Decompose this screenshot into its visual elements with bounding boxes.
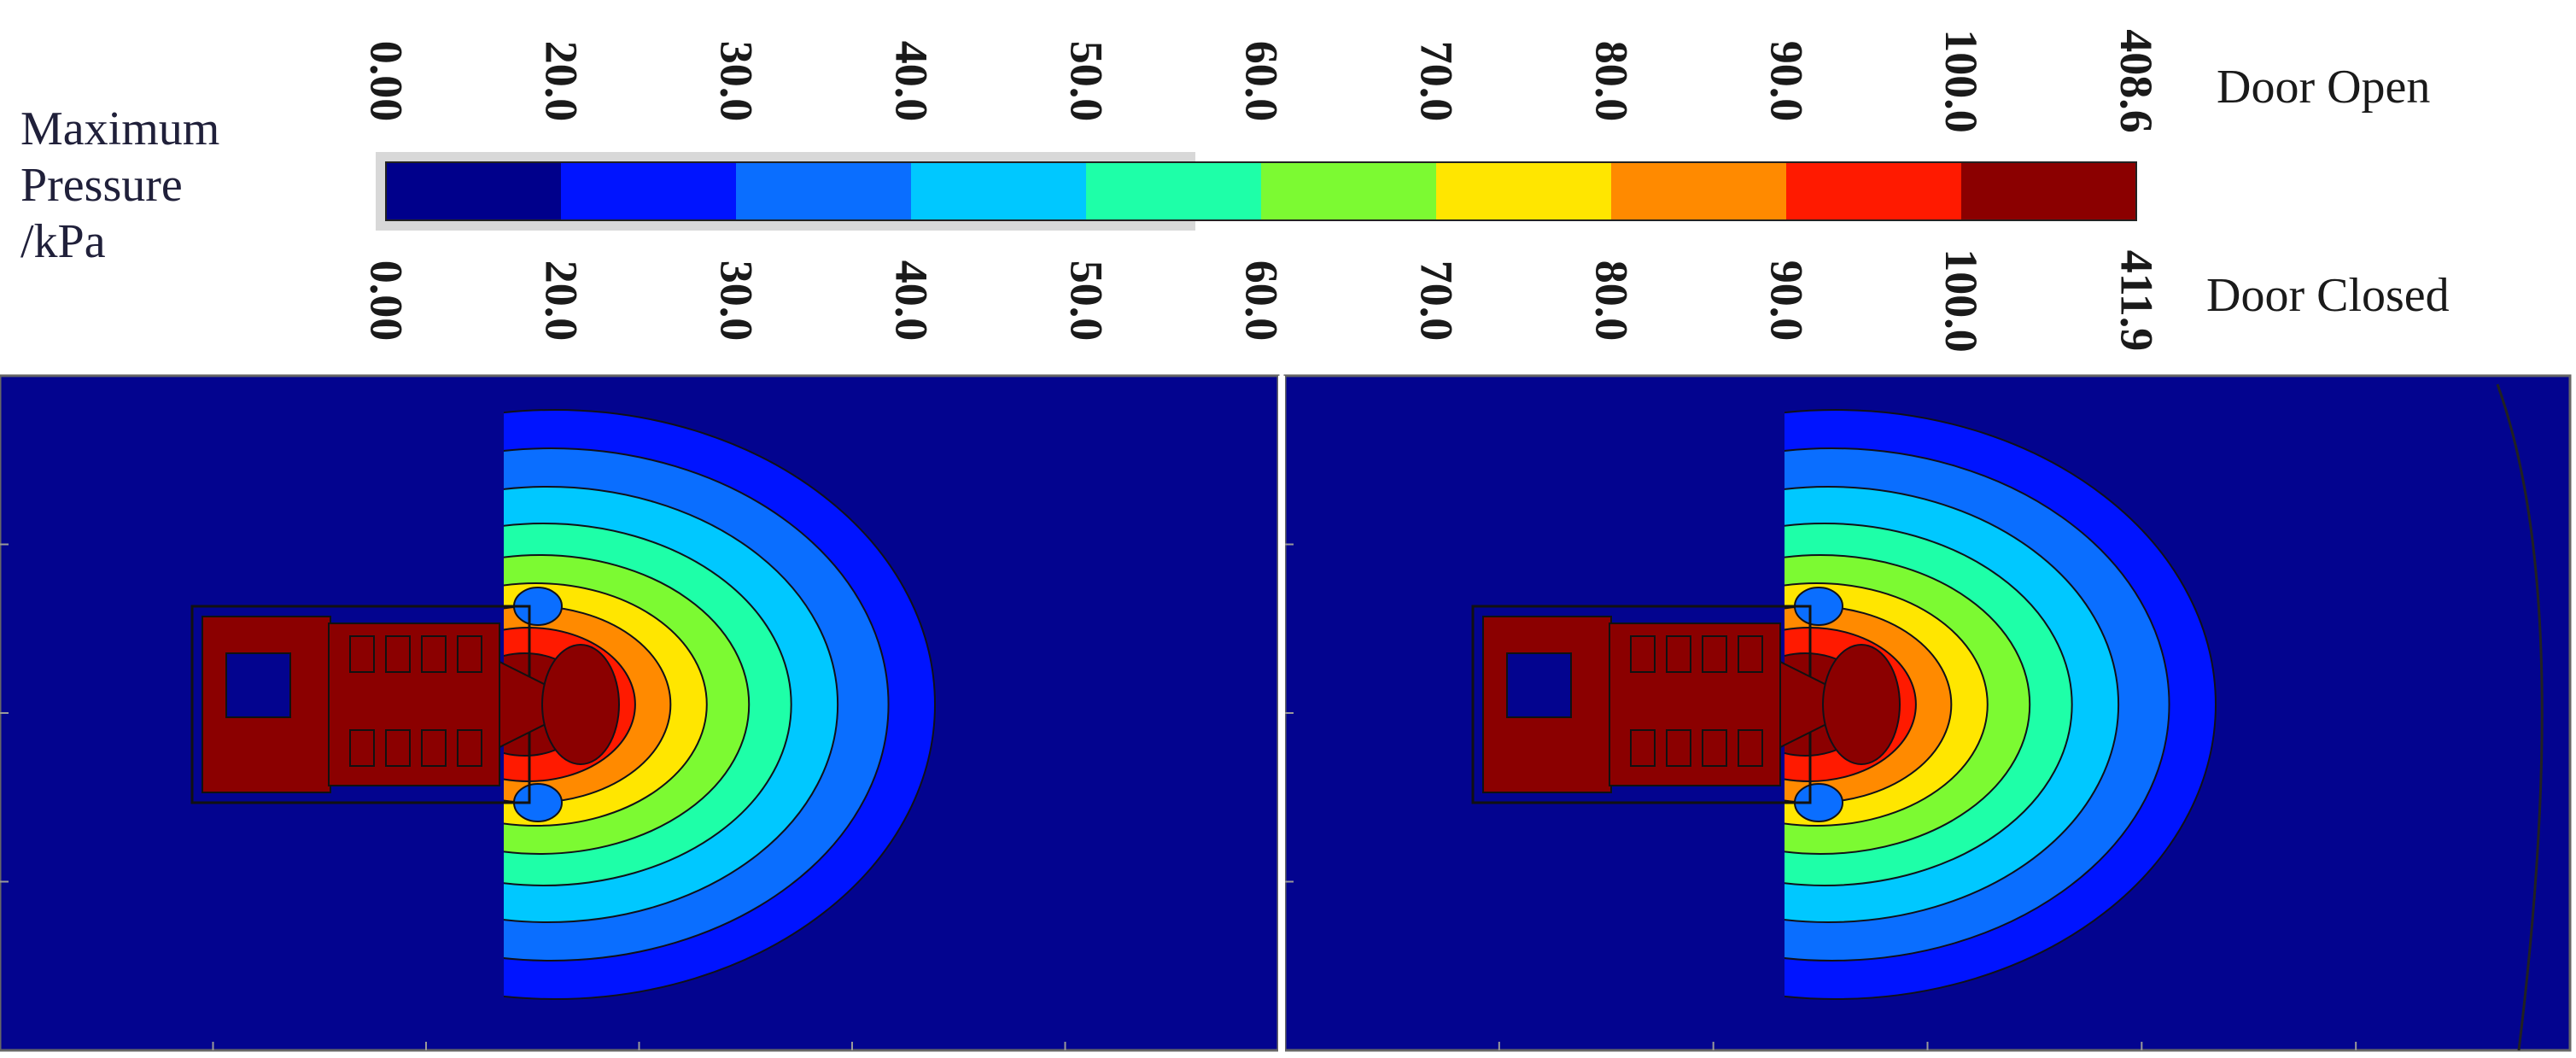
tick-label: 411.9 <box>2110 249 2162 352</box>
door-open-label: Door Open <box>2217 61 2431 114</box>
chamber-cell <box>1702 729 1727 767</box>
legend-band <box>736 162 912 220</box>
legend-band <box>1786 162 1962 220</box>
chamber-cell <box>1630 635 1656 673</box>
panel-divider <box>1278 376 1285 1058</box>
legend-title: Maximum Pressure /kPa <box>20 101 219 270</box>
tick-label: 0.00 <box>359 260 412 342</box>
chamber-body <box>328 623 500 786</box>
tick-label: 70.0 <box>1410 260 1462 342</box>
tick-label: 0.00 <box>359 40 412 122</box>
chamber-body <box>1609 623 1781 786</box>
tick-label: 40.0 <box>885 260 937 342</box>
chamber-cavity <box>1506 652 1572 718</box>
tick-label: 60.0 <box>1235 40 1287 122</box>
door-closed-contour-panel <box>1283 374 2572 1052</box>
tick-label: 80.0 <box>1585 260 1637 342</box>
legend-title-line: Maximum <box>20 102 220 155</box>
door-closed-label: Door Closed <box>2206 269 2450 322</box>
color-legend-bar <box>376 152 2137 231</box>
tick-label: 60.0 <box>1235 260 1287 342</box>
legend-title-line: /kPa <box>20 215 106 268</box>
tick-label: 90.0 <box>1760 260 1812 342</box>
tick-label: 30.0 <box>710 40 762 122</box>
chamber-cell <box>421 635 447 673</box>
tick-label: 40.0 <box>885 40 937 122</box>
legend-border <box>385 161 2137 221</box>
chamber-cell <box>421 729 447 767</box>
legend-band <box>911 162 1087 220</box>
chamber-cell <box>349 729 375 767</box>
chamber-cavity <box>225 652 291 718</box>
tick-label: 70.0 <box>1410 40 1462 122</box>
legend-band <box>1086 162 1262 220</box>
legend-band <box>1961 162 2137 220</box>
chamber-cell <box>1666 729 1691 767</box>
legend-band <box>1261 162 1437 220</box>
legend-band <box>1611 162 1787 220</box>
tick-label: 100.0 <box>1935 248 1987 353</box>
tick-label: 90.0 <box>1760 40 1812 122</box>
jet-core <box>541 644 620 765</box>
jet-core <box>1822 644 1901 765</box>
tick-label: 50.0 <box>1060 260 1112 342</box>
legend-band <box>1436 162 1612 220</box>
chamber-cell <box>385 729 411 767</box>
chamber-cell <box>1630 729 1656 767</box>
pressure-contours <box>1785 409 2217 1000</box>
chamber-cell <box>1738 635 1763 673</box>
chamber-front <box>1482 616 1612 793</box>
chamber-cell <box>1666 635 1691 673</box>
chamber-cell <box>1702 635 1727 673</box>
door-open-contour-panel <box>0 374 1280 1052</box>
legend-title-line: Pressure <box>20 159 183 212</box>
tick-label: 50.0 <box>1060 40 1112 122</box>
legend-band <box>561 162 737 220</box>
chamber-cell <box>457 729 482 767</box>
chamber-cell <box>349 635 375 673</box>
tick-label: 30.0 <box>710 260 762 342</box>
tick-label: 100.0 <box>1935 29 1987 133</box>
tick-label: 408.6 <box>2110 29 2162 133</box>
legend-band <box>386 162 562 220</box>
tick-label: 80.0 <box>1585 40 1637 122</box>
chamber-cell <box>457 635 482 673</box>
tick-label: 20.0 <box>534 40 587 122</box>
chamber-cell <box>1738 729 1763 767</box>
tick-label: 20.0 <box>534 260 587 342</box>
boundary-arc <box>2496 383 2544 1051</box>
chamber-cell <box>385 635 411 673</box>
